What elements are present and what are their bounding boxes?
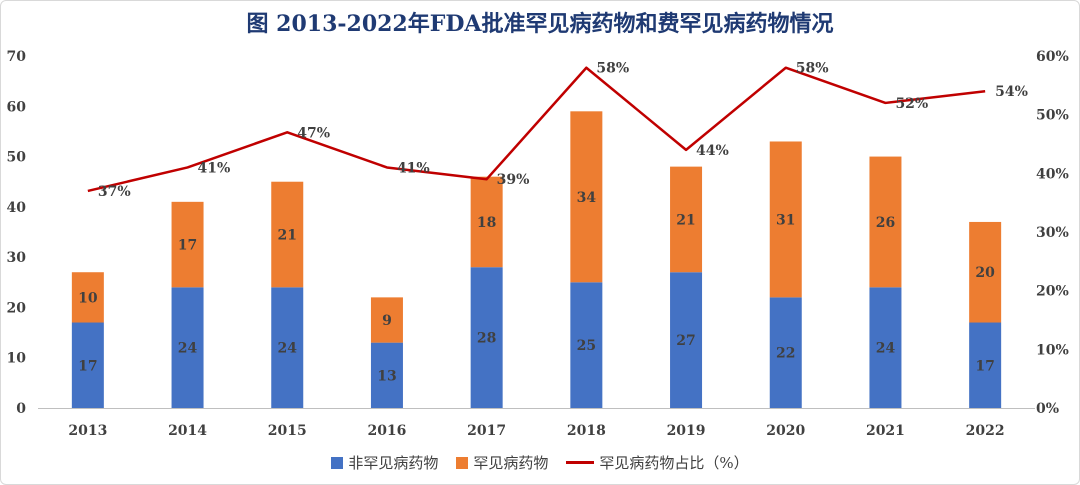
- bar-label-rare: 31: [776, 212, 795, 228]
- x-tick-label: 2016: [367, 423, 406, 439]
- bar-non-rare: [570, 282, 603, 408]
- x-tick-label: 2022: [966, 423, 1005, 439]
- bar-label-rare: 21: [278, 228, 297, 244]
- bar-rare: [470, 176, 503, 268]
- y-right-tick-label: 20%: [1036, 284, 1069, 300]
- chart-title: 图 2013-2022年FDA批准罕见病药物和费罕见病药物情况: [246, 11, 834, 37]
- x-tick-label: 2017: [467, 423, 506, 439]
- bar-non-rare: [769, 297, 802, 408]
- bar-rare: [670, 166, 703, 273]
- bar-label-rare: 21: [676, 212, 695, 228]
- y-left-tick-label: 40: [7, 200, 27, 216]
- x-tick-label: 2021: [866, 423, 905, 439]
- bar-label-non-rare: 17: [78, 358, 97, 374]
- y-left-tick-label: 30: [7, 250, 27, 266]
- line-label-share: 52%: [895, 96, 928, 112]
- bar-rare: [271, 181, 304, 288]
- bar-label-non-rare: 22: [776, 346, 795, 362]
- legend-item-share: 罕见病药物占比（%）: [566, 452, 749, 473]
- bar-label-non-rare: 25: [577, 338, 596, 354]
- y-left-tick-label: 0: [16, 401, 26, 417]
- y-right-tick-label: 60%: [1036, 49, 1069, 65]
- bar-rare: [570, 111, 603, 283]
- legend-swatch-non-rare: [331, 456, 344, 469]
- x-tick-label: 2014: [168, 423, 207, 439]
- bar-non-rare: [71, 322, 104, 408]
- legend-swatch-share: [566, 461, 595, 464]
- legend-label-non-rare: 非罕见病药物: [348, 454, 439, 472]
- bar-label-non-rare: 24: [876, 341, 896, 357]
- legend-label-share: 罕见病药物占比（%）: [599, 454, 749, 472]
- legend-swatch-rare: [456, 456, 469, 469]
- bar-non-rare: [171, 287, 204, 408]
- legend-item-rare: 罕见病药物: [456, 452, 548, 473]
- x-tick-label: 2020: [766, 423, 805, 439]
- bar-non-rare: [969, 322, 1002, 408]
- bar-non-rare: [869, 287, 902, 408]
- bar-label-non-rare: 27: [676, 333, 695, 349]
- bar-label-rare: 10: [78, 290, 98, 306]
- line-label-share: 47%: [297, 125, 330, 141]
- bar-rare: [370, 297, 403, 343]
- bar-non-rare: [271, 287, 304, 408]
- line-share: [87, 66, 986, 193]
- y-right-tick-label: 30%: [1036, 225, 1069, 241]
- bar-rare: [171, 201, 204, 288]
- bar-label-rare: 9: [382, 313, 392, 329]
- y-right-tick-label: 40%: [1036, 166, 1069, 182]
- line-label-share: 37%: [98, 184, 131, 200]
- y-left-tick-label: 20: [7, 300, 27, 316]
- legend-item-non-rare: 非罕见病药物: [331, 452, 438, 473]
- y-right-tick-label: 10%: [1036, 342, 1069, 358]
- bar-label-non-rare: 24: [278, 341, 298, 357]
- bar-rare: [71, 272, 104, 323]
- bar-label-non-rare: 28: [477, 331, 496, 347]
- y-left-tick-label: 60: [7, 99, 27, 115]
- bar-label-rare: 20: [975, 265, 995, 281]
- line-label-share: 54%: [995, 84, 1028, 100]
- bar-rare: [869, 156, 902, 288]
- bar-label-rare: 26: [876, 215, 895, 231]
- x-tick-label: 2018: [567, 423, 606, 439]
- bar-label-rare: 34: [577, 190, 597, 206]
- x-tick-label: 2019: [667, 423, 706, 439]
- line-label-share: 58%: [796, 61, 829, 77]
- x-tick-label: 2013: [68, 423, 107, 439]
- bar-label-rare: 18: [477, 215, 496, 231]
- bar-label-non-rare: 17: [975, 358, 994, 374]
- y-left-tick-label: 10: [7, 351, 27, 367]
- bar-rare: [969, 221, 1002, 323]
- bar-rare: [769, 141, 802, 298]
- y-right-tick-label: 50%: [1036, 108, 1069, 124]
- line-label-share: 58%: [596, 61, 629, 77]
- y-right-tick-label: 0%: [1036, 401, 1059, 417]
- bar-label-non-rare: 24: [178, 341, 198, 357]
- line-label-share: 44%: [696, 143, 729, 159]
- x-tick-label: 2015: [268, 423, 307, 439]
- line-label-share: 39%: [497, 172, 530, 188]
- bar-non-rare: [470, 267, 503, 408]
- bar-label-non-rare: 13: [377, 368, 396, 384]
- y-left-tick-label: 70: [7, 49, 27, 65]
- line-label-share: 41%: [198, 160, 231, 176]
- bar-label-rare: 17: [178, 238, 197, 254]
- legend-label-rare: 罕见病药物: [473, 454, 549, 472]
- bar-non-rare: [370, 342, 403, 408]
- y-left-tick-label: 50: [7, 150, 27, 166]
- bar-non-rare: [670, 272, 703, 408]
- line-label-share: 41%: [397, 160, 430, 176]
- legend: 非罕见病药物 罕见病药物 罕见病药物占比（%）: [0, 452, 1080, 473]
